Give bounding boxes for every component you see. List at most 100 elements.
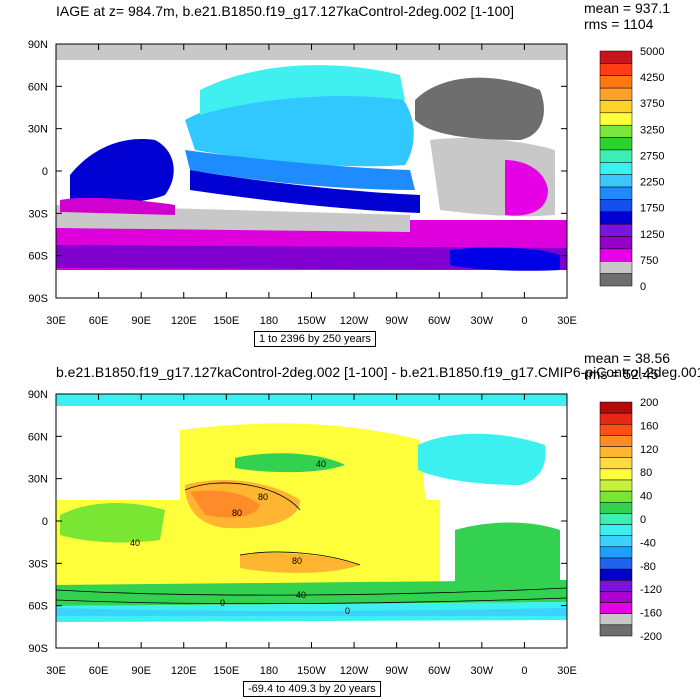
colorbar-swatch [599, 580, 633, 592]
contour-label: 40 [296, 590, 306, 600]
x-tick-label: 180 [260, 315, 278, 327]
colorbar-swatch [599, 100, 633, 114]
contour-label: 80 [258, 492, 268, 502]
y-tick-label: 60S [28, 601, 48, 613]
southern-green-band [56, 580, 567, 606]
colorbar-swatch [599, 446, 633, 458]
iage-panel: IAGE at z= 984.7m, b.e21.B1850.f19_g17.1… [28, 0, 671, 347]
difference-map: 40 80 80 40 80 40 0 0 30E 60E 90E 120E 150E 1… [28, 389, 662, 677]
colorbar-swatch [599, 591, 633, 603]
x-tick-label: 30E [46, 315, 66, 327]
contour-2 [239, 551, 361, 566]
axis-ticks: 30E 60E 90E 120E 150E 180 150W 120W 90W 60W 30W 0 30… [28, 389, 577, 677]
y-tick-label: 90S [28, 293, 48, 305]
x-tick-label: 120E [171, 665, 197, 677]
x-tick-label: 150W [297, 665, 326, 677]
y-tick-label: 0 [42, 166, 48, 178]
y-tick-label: 30S [28, 558, 48, 570]
colorbar-swatch [599, 535, 633, 548]
colorbar-swatch [599, 137, 633, 151]
x-tick-label: 30E [557, 665, 577, 677]
mean-stat: mean = 38.56 [584, 350, 671, 366]
rms-stat: rms = 52.45 [584, 366, 659, 382]
colorbar-label: 750 [640, 255, 658, 267]
contour-label: 80 [292, 556, 302, 566]
colorbar-swatch [599, 435, 633, 447]
mean-stat: mean = 937.1 [584, 0, 671, 16]
x-tick-label: 30W [471, 665, 494, 677]
indian-blue [70, 139, 174, 204]
colorbar-label: 4250 [640, 72, 664, 84]
colorbar-swatch [599, 457, 633, 470]
x-tick-label: 120W [340, 315, 369, 327]
colorbar-swatch [599, 412, 633, 425]
colorbar-swatch [599, 63, 633, 76]
colorbar-swatch [599, 424, 633, 436]
colorbar-label: 40 [640, 491, 652, 503]
x-tick-label: 60E [89, 665, 109, 677]
contour-label: 40 [130, 538, 140, 548]
pacific-deep-blue [190, 170, 420, 213]
weddell-blue [450, 247, 560, 271]
colorbar-label: -200 [640, 631, 662, 643]
contour-range-note: -69.4 to 409.3 by 20 years [243, 681, 381, 697]
colorbar-swatch [599, 401, 633, 414]
colorbar-swatch [599, 162, 633, 175]
x-tick-label: 150W [297, 315, 326, 327]
colorbar-label: 3250 [640, 124, 664, 136]
x-tick-label: 90W [385, 315, 408, 327]
axis-ticks: 30E 60E 90E 120E 150E 180 150W 120W 90W 60W 30W 0 30… [28, 39, 577, 327]
colorbar-label: -120 [640, 584, 662, 596]
iage-map: 30E 60E 90E 120E 150E 180 150W 120W 90W 60W 30W 0 30… [28, 39, 665, 327]
contour-label: 40 [316, 459, 326, 469]
colorbar-swatch [599, 490, 633, 503]
pacific-cyan [185, 89, 414, 167]
colorbar: 200 160 120 80 40 0 -40 -80 -120 -160 -200 [599, 397, 662, 643]
y-tick-label: 0 [42, 516, 48, 528]
colorbar-label: 2250 [640, 177, 664, 189]
x-tick-label: 60E [89, 315, 109, 327]
north-pacific-green [235, 453, 345, 473]
equatorial-orange [240, 553, 360, 573]
pacific-deep-orange [190, 490, 260, 518]
colorbar-swatch [599, 546, 633, 559]
indian-green [60, 503, 165, 543]
colorbar-swatch [599, 186, 633, 200]
difference-panel: b.e21.B1850.f19_g17.127kaControl-2deg.00… [0, 350, 700, 700]
colorbar: 5000 4250 3750 3250 2750 2250 1750 1250 750 0 [599, 46, 664, 293]
x-tick-label: 30E [46, 665, 66, 677]
y-tick-label: 60S [28, 251, 48, 263]
colorbar-label: 5000 [640, 46, 664, 58]
x-tick-label: 30E [557, 315, 577, 327]
panel-title: IAGE at z= 984.7m, b.e21.B1850.f19_g17.1… [56, 3, 515, 19]
colorbar-swatch [599, 557, 633, 570]
colorbar-label: -160 [640, 608, 662, 620]
contour-range-note: 1 to 2396 by 250 years [254, 331, 376, 347]
contour-1 [184, 482, 301, 511]
y-tick-label: 30N [28, 474, 48, 486]
colorbar-swatch [599, 199, 633, 213]
x-tick-label: 90E [131, 665, 151, 677]
rms-stat: rms = 1104 [584, 16, 654, 32]
colorbar-label: 160 [640, 420, 658, 432]
colorbar-swatch [599, 513, 633, 525]
colorbar-label: -80 [640, 561, 656, 573]
x-tick-label: 180 [260, 665, 278, 677]
colorbar-label: 1250 [640, 229, 664, 241]
contour-4 [56, 597, 567, 605]
colorbar-swatch [599, 211, 633, 225]
colorbar-swatch [599, 75, 633, 89]
y-tick-label: 60N [28, 81, 48, 93]
y-tick-label: 30S [28, 208, 48, 220]
x-tick-label: 60W [428, 665, 451, 677]
antarctic-blue [56, 608, 567, 616]
colorbar-swatch [599, 87, 633, 101]
colorbar-swatch [599, 112, 633, 126]
colorbar-swatch [599, 236, 633, 250]
colorbar-swatch [599, 149, 633, 163]
colorbar-swatch [599, 223, 633, 237]
colorbar-label: 1750 [640, 203, 664, 215]
colorbar-swatch [599, 502, 633, 514]
colorbar-label: 0 [640, 514, 646, 526]
y-tick-label: 90N [28, 389, 48, 401]
